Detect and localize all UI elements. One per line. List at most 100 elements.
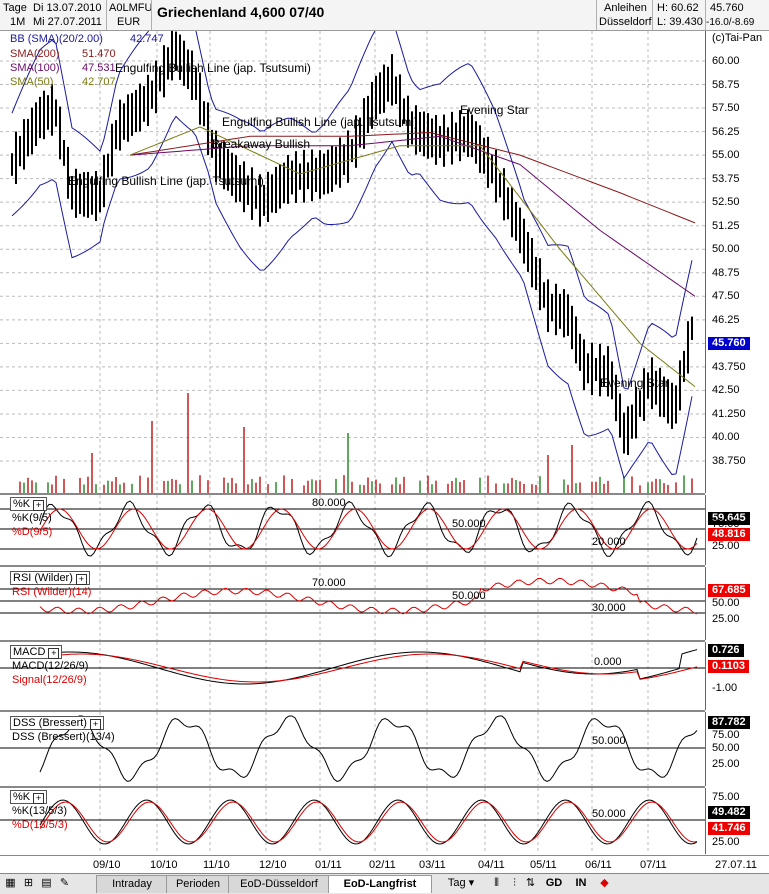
annotation-engulfing-3: Engulfing Bullish Line (jap. Tsutsumi) xyxy=(68,174,264,188)
rsi-line-70: 70.000 xyxy=(312,577,346,589)
macd-panel[interactable]: MACD + MACD(12/26/9) Signal(12/26/9) 0.00… xyxy=(0,642,705,712)
macd-chart xyxy=(0,642,705,710)
tage-label: Tage xyxy=(3,2,27,14)
stoch1-line-20: 20.000 xyxy=(592,536,626,548)
legend-sma200: SMA(200) xyxy=(10,48,60,60)
stoch2-k-tag: 49.482 xyxy=(708,806,750,819)
tab-intraday[interactable]: Intraday xyxy=(96,875,168,893)
x-tick: 03/11 xyxy=(419,859,446,871)
stoch2-panel[interactable]: %K + %K(13/5/3) %D(13/5/3) 50.000 xyxy=(0,788,705,854)
sma50-line xyxy=(129,126,696,388)
stoch2-d-label: %D(13/5/3) xyxy=(12,819,68,831)
x-tick: 02/11 xyxy=(369,859,396,871)
stoch2-axis: 75.00 49.482 41.746 25.00 xyxy=(705,788,769,854)
stoch1-chart xyxy=(0,495,705,565)
rsi-line-30: 30.000 xyxy=(592,602,626,614)
print-icon[interactable]: ⊞ xyxy=(23,877,34,889)
k-line xyxy=(39,715,698,783)
signal-label: Signal(12/26/9) xyxy=(12,674,87,686)
legend-sma50-value: 42.707 xyxy=(82,76,116,88)
macd-label: MACD(12/26/9) xyxy=(12,660,89,672)
date-to[interactable]: Mi 27.07.2011 xyxy=(33,16,102,28)
price-tick: 51.25 xyxy=(712,219,740,232)
chart-header: Tage Di 13.07.2010 1M Mi 27.07.2011 A0LM… xyxy=(0,0,769,31)
exchange: Düsseldorf xyxy=(599,16,652,28)
dss-tick-50: 50.00 xyxy=(712,742,740,754)
price-tick: 42.50 xyxy=(712,384,740,397)
stoch1-d-label: %D(9/5) xyxy=(12,526,53,538)
tab-perioden[interactable]: Perioden xyxy=(166,875,230,893)
price-panel[interactable]: BB (SMA)(20/2.00) 42.747 SMA(200) 51.470… xyxy=(0,31,705,495)
annotation-engulfing-1: Engulfing Bullish Line (jap. Tsutsumi) xyxy=(115,61,311,75)
interval-dropdown[interactable]: Tag ▾ xyxy=(438,875,484,892)
instrument-type: Anleihen xyxy=(604,2,647,14)
rsi-panel[interactable]: RSI (Wilder) + RSI (Wilder)(14) 70.000 50… xyxy=(0,567,705,642)
d-line xyxy=(39,653,698,683)
legend-sma200-value: 51.470 xyxy=(82,48,116,60)
time-axis: 09/10 10/10 11/10 12/10 01/11 02/11 03/1… xyxy=(0,855,769,874)
price-tick: 46.25 xyxy=(712,313,740,326)
price-tick: 38.750 xyxy=(712,455,746,467)
price-chart xyxy=(0,31,705,493)
candles-icon[interactable]: ⫶ xyxy=(513,877,516,889)
copyright: (c)Tai-Pan xyxy=(712,32,763,44)
calendar-icon[interactable]: ▤ xyxy=(41,877,52,889)
in-button[interactable]: IN xyxy=(575,877,587,889)
stoch1-panel[interactable]: %K + %K(9/5) %D(9/5) 80.000 50.000 20.000 xyxy=(0,495,705,567)
price-tick: 57.50 xyxy=(712,102,740,115)
plus-icon[interactable]: + xyxy=(75,574,87,585)
grid-icon[interactable]: ▦ xyxy=(5,877,16,889)
price-tick: 60.00 xyxy=(712,55,740,67)
price-tick: 43.750 xyxy=(712,360,746,373)
macd-zero-line: 0.000 xyxy=(594,656,622,668)
dss-line-50: 50.000 xyxy=(592,735,626,747)
x-end-date: 27.07.11 xyxy=(715,859,758,871)
k-line xyxy=(39,500,698,558)
plus-icon[interactable]: + xyxy=(33,793,45,804)
stoch2-d-tag: 41.746 xyxy=(708,822,750,835)
plus-icon[interactable]: + xyxy=(33,500,45,511)
k-line xyxy=(39,799,698,845)
x-tick: 10/10 xyxy=(150,859,178,871)
stoch2-tick-25: 25.00 xyxy=(712,836,740,848)
price-tick: 58.75 xyxy=(712,78,740,91)
stoch2-box[interactable]: %K + xyxy=(10,790,48,804)
wkn: A0LMFU xyxy=(109,2,153,14)
tab-eod-duesseldorf[interactable]: EoD-Düsseldorf xyxy=(228,875,330,893)
stoch1-box[interactable]: %K + xyxy=(10,497,48,511)
macd-axis: 0.726 0.1103 -1.00 xyxy=(705,642,769,710)
stoch1-tick-75: 75.00 xyxy=(712,518,740,530)
plus-icon[interactable]: + xyxy=(48,648,60,659)
date-from[interactable]: Di 13.07.2010 xyxy=(33,2,102,14)
tab-bar: ▦ ⊞ ▤ ✎ Intraday Perioden EoD-Düsseldorf… xyxy=(0,873,769,894)
price-tick: 47.50 xyxy=(712,290,740,303)
tab-eod-langfrist[interactable]: EoD-Langfrist xyxy=(328,875,432,893)
price-tick: 53.75 xyxy=(712,172,740,185)
pen-icon[interactable]: ✎ xyxy=(59,877,70,889)
stoch1-d-tag: 48.816 xyxy=(708,528,750,541)
x-tick: 11/10 xyxy=(203,859,230,871)
rsi-axis: 67.685 50.00 25.00 xyxy=(705,567,769,640)
colors-icon[interactable]: ◆ xyxy=(600,877,609,889)
k-line xyxy=(39,649,698,685)
dss-tick-75: 75.00 xyxy=(712,729,740,741)
macd-box[interactable]: MACD + xyxy=(10,645,63,659)
rsi-line-50: 50.000 xyxy=(452,590,486,602)
annotation-breakaway: Breakaway Bullish xyxy=(212,137,311,151)
dss-box[interactable]: DSS (Bressert) + xyxy=(10,716,104,730)
bars-icon[interactable]: ⫴ xyxy=(494,877,499,889)
dss-panel[interactable]: DSS (Bressert) + DSS (Bressert)(13/4) 50.… xyxy=(0,712,705,788)
line-chart-icon[interactable]: ⇅ xyxy=(525,877,536,889)
bb-upper xyxy=(11,31,693,390)
stoch1-k-label: %K(9/5) xyxy=(12,512,52,524)
dss-label: DSS (Bressert)(13/4) xyxy=(12,731,115,743)
plus-icon[interactable]: + xyxy=(89,719,101,730)
dss-tag: 87.782 xyxy=(708,716,750,729)
sma100-line xyxy=(129,135,696,297)
x-tick: 09/10 xyxy=(93,859,121,871)
period-selector[interactable]: 1M xyxy=(10,16,26,28)
rsi-box[interactable]: RSI (Wilder) + xyxy=(10,571,90,585)
gd-button[interactable]: GD xyxy=(545,877,563,889)
dss-tick-25: 25.00 xyxy=(712,758,740,770)
rsi-tag: 67.685 xyxy=(708,584,750,597)
